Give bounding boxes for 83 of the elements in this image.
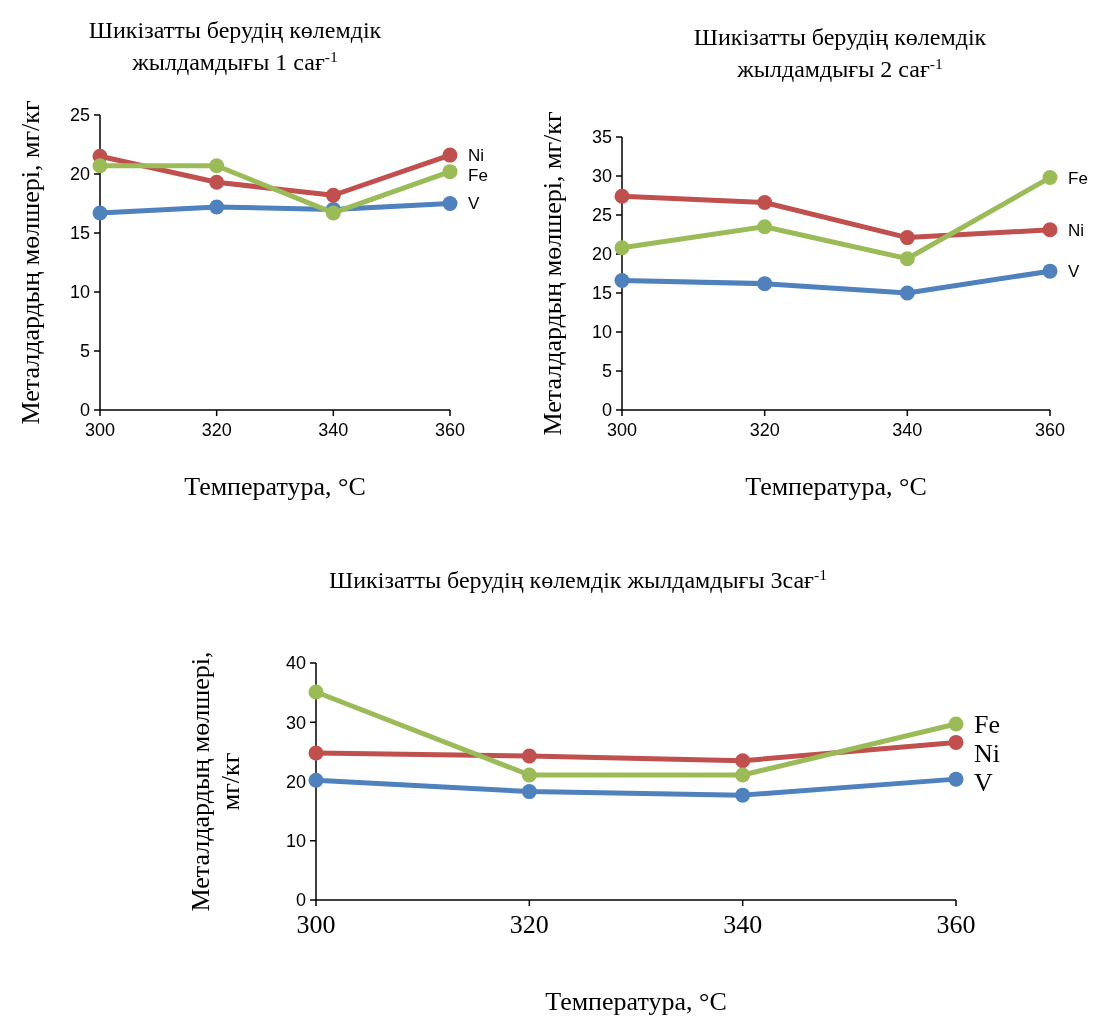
point [899, 285, 915, 301]
point [308, 745, 324, 761]
y-tick-label: 35 [591, 127, 612, 148]
point [948, 771, 964, 787]
y-tick-label: 20 [69, 164, 90, 185]
point [899, 251, 915, 267]
y-tick-label: 0 [79, 400, 90, 421]
series-label: Ni [974, 739, 1000, 769]
point [92, 205, 108, 221]
point [209, 199, 225, 215]
y-tick-label: 5 [79, 341, 90, 362]
x-tick-label: 320 [201, 420, 232, 441]
x-tick-label: 340 [318, 420, 349, 441]
point [308, 772, 324, 788]
point [442, 196, 458, 211]
y-tick-label: 15 [591, 283, 612, 304]
series-label: V [468, 194, 480, 214]
y-tick-label: 5 [601, 361, 612, 382]
point [308, 684, 324, 700]
point [614, 240, 630, 256]
point [1042, 170, 1058, 186]
x-tick-label: 340 [892, 420, 923, 441]
chart-title: Шикізатты берудің көлемдік жылдамдығы 2 сағ$^{-1}$ [693, 24, 987, 82]
point [899, 230, 915, 246]
x-tick-label: 300 [84, 420, 116, 441]
point [1042, 222, 1058, 238]
point [735, 753, 751, 769]
x-axis-title: Температура, °C [184, 472, 366, 501]
point [442, 147, 458, 163]
point [521, 767, 537, 783]
point [521, 784, 537, 800]
x-tick-label: 360 [434, 420, 466, 441]
point [92, 158, 108, 174]
x-tick-label: 320 [749, 420, 780, 441]
y-tick-label: 30 [285, 712, 306, 733]
x-tick-label: 360 [1034, 420, 1066, 441]
point [521, 748, 537, 764]
point [442, 164, 458, 180]
x-tick-label: 300 [606, 420, 638, 441]
series-label: Fe [974, 710, 1000, 740]
series-label: Fe [1068, 168, 1088, 188]
y-tick-label: 20 [591, 244, 612, 265]
point [948, 716, 964, 732]
point [614, 188, 630, 204]
point [209, 158, 225, 174]
y-tick-label: 30 [591, 166, 612, 187]
point [209, 174, 225, 190]
series-label: Ni [1068, 220, 1085, 240]
y-tick-label: 10 [591, 322, 612, 343]
y-axis-title: Металдардың мөлшері, мг/кг [16, 100, 46, 425]
series-label: Ni [468, 146, 485, 166]
y-axis-title: Металдардың мөлшері, мг/кг [186, 651, 246, 912]
y-tick-label: 25 [69, 105, 90, 126]
point [757, 219, 773, 235]
y-tick-label: 20 [285, 771, 306, 792]
x-axis-title: Температура, °C [745, 472, 927, 501]
point [614, 273, 630, 289]
series-label: Fe [468, 166, 488, 186]
y-tick-label: 25 [591, 205, 612, 226]
y-tick-label: 10 [69, 282, 90, 303]
y-axis-title: Металдардың мөлшері, мг/кг [538, 111, 568, 436]
point [757, 195, 773, 211]
point [757, 276, 773, 292]
x-tick-label: 360 [936, 909, 976, 939]
x-tick-label: 300 [296, 909, 336, 939]
point [735, 767, 751, 783]
x-axis-title: Температура, °C [545, 987, 727, 1016]
series-label: V [974, 768, 993, 798]
y-tick-label: 40 [285, 653, 306, 674]
chart-title: Шикізатты берудің көлемдік жылдамдығы 1 сағ$^{-1}$ [88, 17, 382, 75]
y-tick-label: 0 [295, 890, 306, 911]
y-tick-label: 15 [69, 223, 90, 244]
y-tick-label: 0 [601, 400, 612, 421]
x-tick-label: 340 [723, 909, 763, 939]
point [948, 734, 964, 750]
point [325, 187, 341, 203]
point [735, 787, 751, 803]
series-label: V [1068, 262, 1080, 282]
y-tick-label: 10 [285, 831, 306, 852]
point [325, 205, 341, 221]
x-tick-label: 320 [509, 909, 549, 939]
chart-title: Шикізатты берудің көлемдік жылдамдығы 3сағ$^{-1}$ [329, 565, 827, 593]
point [1042, 263, 1058, 279]
